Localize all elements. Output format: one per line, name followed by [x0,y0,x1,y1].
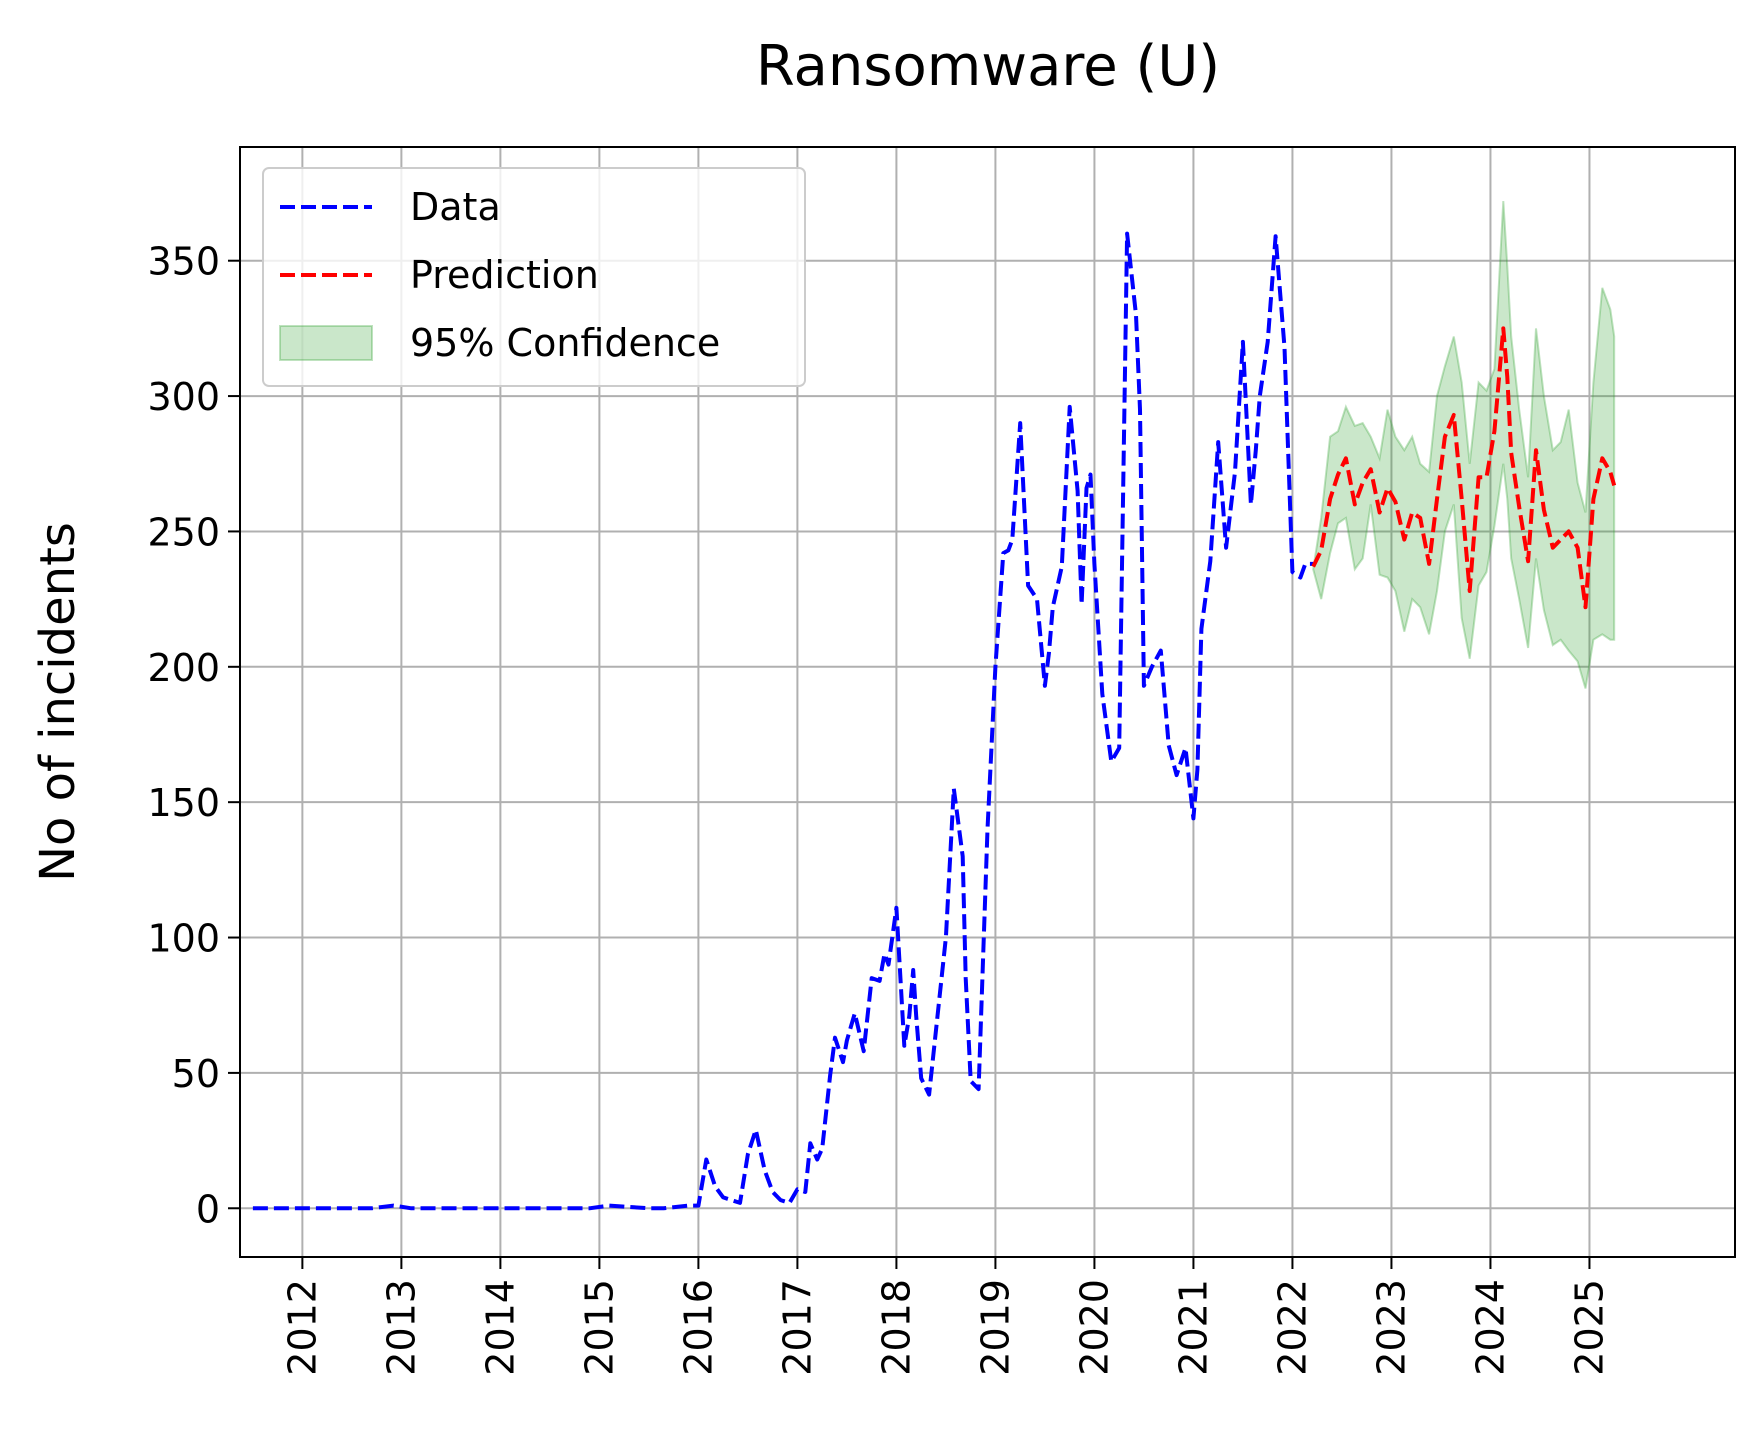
y-axis-label: No of incidents [30,522,86,882]
series-lines-layer [252,231,1617,1211]
x-tick-label: 2012 [280,1279,324,1376]
legend-swatch-band [279,325,373,361]
legend: Data Prediction 95% Confidence [262,167,806,387]
legend-box [262,167,806,387]
y-tick-label: 0 [196,1187,220,1231]
confidence-band [1312,201,1616,689]
data-line [252,231,1314,1211]
x-tick-label: 2023 [1369,1279,1413,1376]
legend-label: 95% Confidence [410,321,720,365]
x-tick-label: 2024 [1468,1279,1512,1376]
x-tick-label: 2015 [577,1279,621,1376]
x-tick-label: 2014 [478,1279,522,1376]
x-tick-label: 2021 [1171,1279,1215,1376]
y-tick-label: 350 [147,240,220,284]
chart-title: Ransomware (U) [756,34,1220,99]
x-tick-label: 2019 [973,1279,1017,1376]
y-tick-label: 150 [147,781,220,825]
y-tick-label: 50 [172,1052,220,1096]
legend-label: Prediction [410,253,599,297]
x-tick-label: 2016 [676,1279,720,1376]
y-tick-label: 100 [147,917,220,961]
x-tick-label: 2018 [874,1279,918,1376]
y-tick-label: 200 [147,646,220,690]
y-tick-label: 250 [147,510,220,554]
axis-ticks: 2012 2013 2014 2015 2016 2017 2018 2019 2020 2021… [147,240,1611,1376]
confidence-band-layer [1312,201,1616,689]
x-tick-label: 2017 [775,1279,819,1376]
x-tick-label: 2022 [1270,1279,1314,1376]
legend-label: Data [410,185,501,229]
x-tick-label: 2013 [379,1279,423,1376]
y-tick-label: 300 [147,375,220,419]
x-tick-label: 2025 [1567,1279,1611,1376]
plot-frame [239,146,1736,1258]
x-tick-label: 2020 [1072,1279,1116,1376]
prediction-line [1311,326,1617,610]
